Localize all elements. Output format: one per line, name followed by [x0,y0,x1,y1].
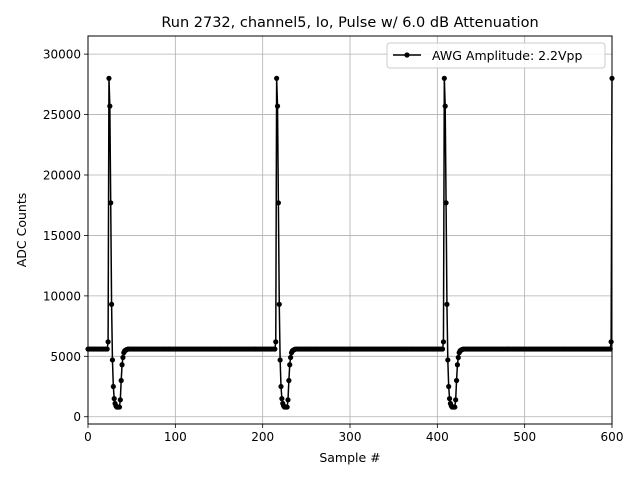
grid [87,36,613,424]
y-tick-label: 15000 [43,229,81,243]
data-point [446,396,453,402]
data-point [110,383,116,390]
data-point [107,103,113,109]
x-tick-label: 100 [164,430,187,444]
legend-box [386,42,606,69]
data-point [444,301,450,307]
data-point [118,377,124,384]
plot-area [85,75,615,410]
data-point [276,301,282,307]
data-point [287,362,293,368]
data-point [442,103,448,109]
data-point [453,397,459,403]
data-point [111,396,117,402]
data-point [443,200,449,206]
data-point [278,383,284,390]
legend-label: AWG Amplitude: 2.2Vpp [432,48,582,63]
data-point [116,404,123,410]
y-tick-label: 10000 [43,289,81,303]
y-tick-label: 5000 [50,350,81,364]
legend: AWG Amplitude: 2.2Vpp [386,42,606,69]
data-point [274,75,280,81]
data-point [277,357,283,363]
data-point [274,103,281,109]
data-point [441,75,447,81]
data-point [105,339,111,345]
data-point [440,339,447,345]
data-point [288,354,294,361]
x-tick-label: 200 [251,430,274,444]
data-point [284,404,290,410]
data-point [108,200,114,206]
x-tick-label: 300 [339,430,362,444]
data-point [119,362,125,368]
y-tick-label: 30000 [43,48,81,62]
y-tick-label: 0 [73,410,81,424]
data-point [275,200,281,206]
y-axis: 0 5000 10000 15000 20000 25000 30000 [43,48,88,424]
chart-title: Run 2732, channel5, Io, Pulse w/ 6.0 dB … [161,15,538,31]
x-tick-label: 0 [84,430,92,444]
data-point [453,377,460,384]
data-point [117,397,123,403]
data-point [439,346,446,352]
legend-marker [404,52,410,58]
data-point [120,354,126,361]
data-point [285,397,291,403]
data-point [109,357,116,363]
y-axis-label: ADC Counts [14,193,29,268]
data-point [286,377,292,384]
x-tick-label: 600 [601,430,624,444]
data-point [454,362,461,368]
data-point [608,339,614,345]
data-point [104,346,110,352]
data-point [455,354,461,361]
x-axis: 0 100 200 300 400 500 600 [84,424,623,444]
data-point [108,301,115,307]
data-point [452,404,458,410]
y-tick-label: 20000 [43,169,81,183]
data-point [445,357,451,363]
x-tick-label: 500 [513,430,536,444]
x-tick-label: 400 [426,430,449,444]
y-tick-label: 25000 [43,108,81,122]
data-point [272,346,278,352]
data-point [273,339,279,345]
data-point [279,396,285,402]
x-axis-label: Sample # [319,450,380,465]
data-point [446,383,452,390]
data-point [106,75,112,81]
